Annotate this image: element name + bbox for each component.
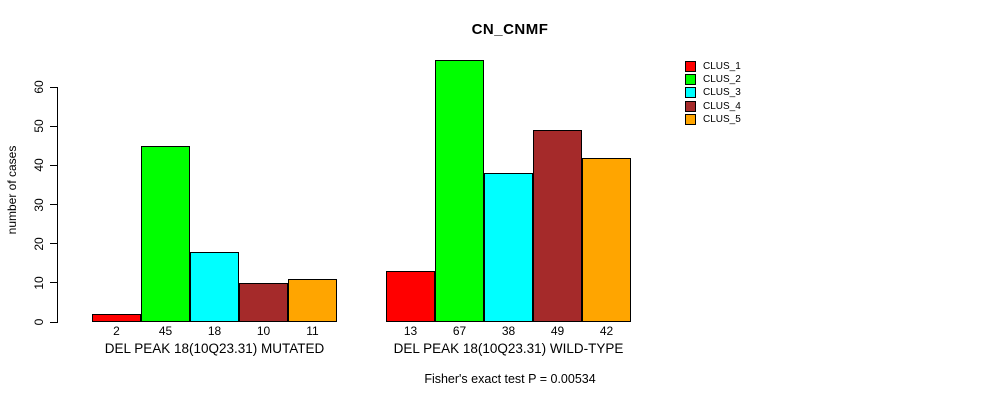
legend: CLUS_1 CLUS_2 CLUS_3 CLUS_4 CLUS_5 — [685, 60, 741, 126]
bar-clus_3-group1 — [190, 251, 239, 322]
legend-label: CLUS_2 — [703, 74, 741, 86]
bar-value-label: 49 — [550, 324, 565, 338]
y-tick-mark — [50, 321, 57, 323]
bar-clus_5-group1 — [288, 278, 337, 322]
legend-label: CLUS_4 — [703, 100, 741, 112]
legend-item-clus_3: CLUS_3 — [685, 86, 741, 99]
legend-swatch-clus_2 — [685, 74, 696, 86]
x-group-label: DEL PEAK 18(10Q23.31) WILD-TYPE — [393, 341, 624, 356]
legend-item-clus_5: CLUS_5 — [685, 113, 741, 126]
legend-item-clus_2: CLUS_2 — [685, 73, 741, 86]
bar-value-label: 67 — [452, 324, 467, 338]
legend-swatch-clus_4 — [685, 100, 696, 112]
bar-clus_1-group2 — [386, 271, 435, 322]
y-tick-mark — [50, 164, 57, 166]
bar-value-label: 13 — [403, 324, 418, 338]
y-tick-label: 30 — [32, 197, 46, 212]
legend-label: CLUS_3 — [703, 87, 741, 99]
bar-clus_3-group2 — [484, 173, 533, 322]
bar-clus_5-group2 — [582, 157, 631, 322]
fisher-test-annotation: Fisher's exact test P = 0.00534 — [424, 372, 596, 386]
legend-label: CLUS_5 — [703, 113, 741, 125]
bar-clus_1-group1 — [92, 314, 141, 322]
y-axis-label: number of cases — [5, 145, 19, 235]
bar-clus_4-group1 — [239, 282, 288, 322]
y-tick-mark — [50, 125, 57, 127]
y-tick-label: 60 — [32, 80, 46, 94]
bar-value-label: 42 — [599, 324, 614, 338]
bar-value-label: 11 — [306, 324, 319, 338]
legend-swatch-clus_3 — [685, 87, 696, 99]
bar-value-label: 10 — [256, 324, 271, 338]
bar-value-label: 45 — [158, 324, 173, 338]
bar-clus_4-group2 — [533, 130, 582, 322]
chart-title: CN_CNMF — [471, 21, 549, 38]
y-tick-label: 20 — [32, 236, 46, 251]
y-tick-mark — [50, 204, 57, 205]
y-tick-mark — [50, 243, 57, 245]
legend-item-clus_1: CLUS_1 — [685, 60, 741, 73]
bar-clus_2-group1 — [141, 145, 190, 322]
y-tick-label: 50 — [32, 119, 46, 133]
legend-swatch-clus_5 — [685, 113, 696, 125]
legend-swatch-clus_1 — [685, 61, 696, 73]
x-group-label: DEL PEAK 18(10Q23.31) MUTATED — [104, 341, 325, 356]
legend-label: CLUS_1 — [703, 61, 741, 73]
bar-value-label: 2 — [113, 324, 120, 338]
y-tick-label: 0 — [32, 318, 46, 326]
y-axis-line — [57, 87, 58, 323]
bar-value-label: 18 — [207, 324, 222, 338]
y-tick-label: 10 — [32, 276, 46, 290]
y-tick-mark — [50, 282, 57, 284]
y-tick-label: 40 — [32, 158, 46, 173]
y-tick-mark — [50, 86, 57, 88]
bar-value-label: 38 — [501, 324, 516, 338]
bar-clus_2-group2 — [435, 59, 484, 322]
legend-item-clus_4: CLUS_4 — [685, 100, 741, 113]
